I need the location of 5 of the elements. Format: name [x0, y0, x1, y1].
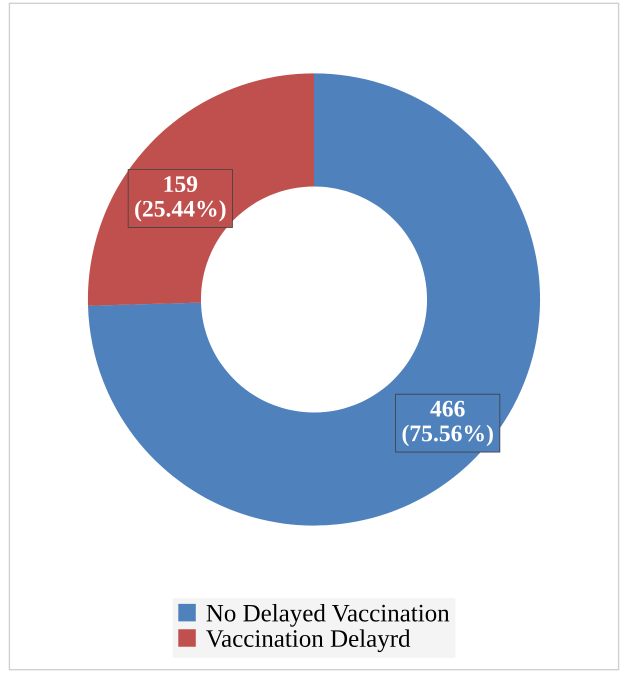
legend-label: Vaccination Delayrd [206, 629, 410, 652]
legend-label: No Delayed Vaccination [206, 604, 450, 627]
donut-slice [88, 73, 540, 526]
data-label: 466 (75.56%) [402, 400, 493, 446]
data-label: 159 (25.44%) [135, 176, 226, 222]
